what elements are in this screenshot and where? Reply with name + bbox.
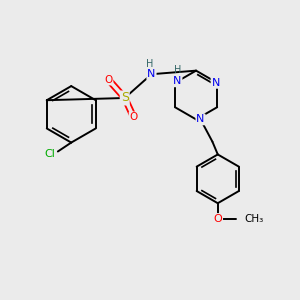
Text: H: H <box>174 65 181 75</box>
Text: N: N <box>196 114 205 124</box>
Text: O: O <box>213 214 222 224</box>
Text: O: O <box>130 112 138 122</box>
Text: S: S <box>121 92 129 104</box>
Text: O: O <box>104 75 112 85</box>
Text: N: N <box>212 78 220 88</box>
Text: N: N <box>147 69 156 79</box>
Text: N: N <box>173 76 182 86</box>
Text: Cl: Cl <box>44 149 55 159</box>
Text: H: H <box>146 58 154 68</box>
Text: CH₃: CH₃ <box>244 214 263 224</box>
